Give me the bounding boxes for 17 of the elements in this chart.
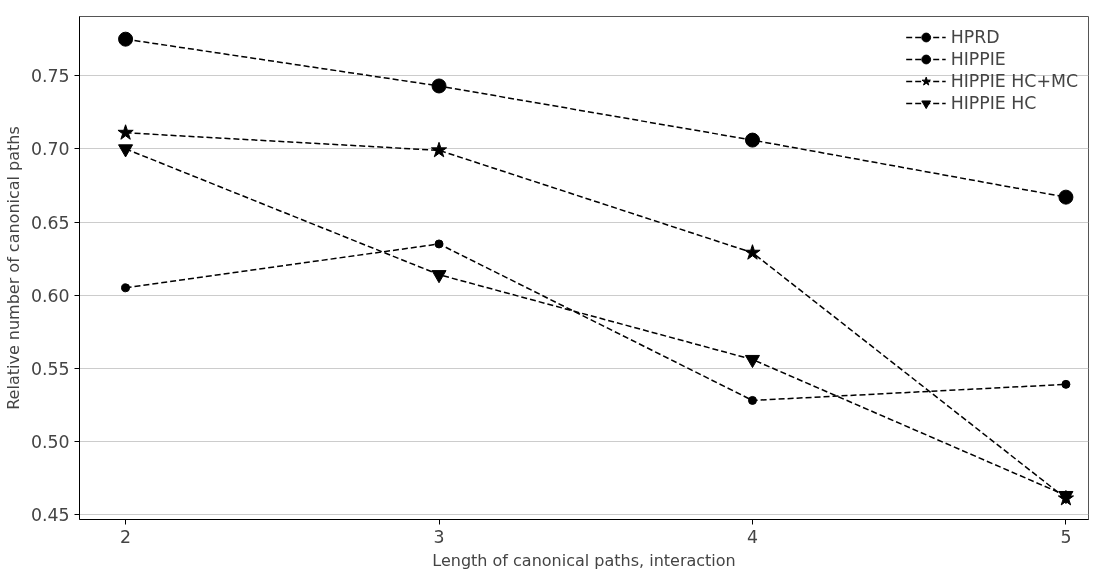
y-tick-label: 0.50 xyxy=(30,431,70,452)
y-tick-label: 0.65 xyxy=(30,212,70,233)
y-tick-label: 0.45 xyxy=(30,505,70,526)
legend-label: HIPPIE xyxy=(950,49,1006,69)
legend-label: HIPPIE HC xyxy=(950,93,1037,113)
x-tick-label: 4 xyxy=(746,526,758,547)
y-tick-label: 0.70 xyxy=(30,139,70,160)
x-tick-label: 5 xyxy=(1060,526,1072,547)
legend-label: HIPPIE HC+MC xyxy=(950,71,1078,91)
legend-label: HPRD xyxy=(950,27,1000,47)
x-axis-title: Length of canonical paths, interaction xyxy=(432,550,736,570)
x-tick-label: 2 xyxy=(120,526,132,547)
x-tick-label: 3 xyxy=(433,526,445,547)
y-axis-title: Relative number of canonical paths xyxy=(3,126,23,410)
y-tick-label: 0.55 xyxy=(30,358,70,379)
y-tick-label: 0.60 xyxy=(30,285,70,306)
y-tick-label: 0.75 xyxy=(30,66,70,87)
